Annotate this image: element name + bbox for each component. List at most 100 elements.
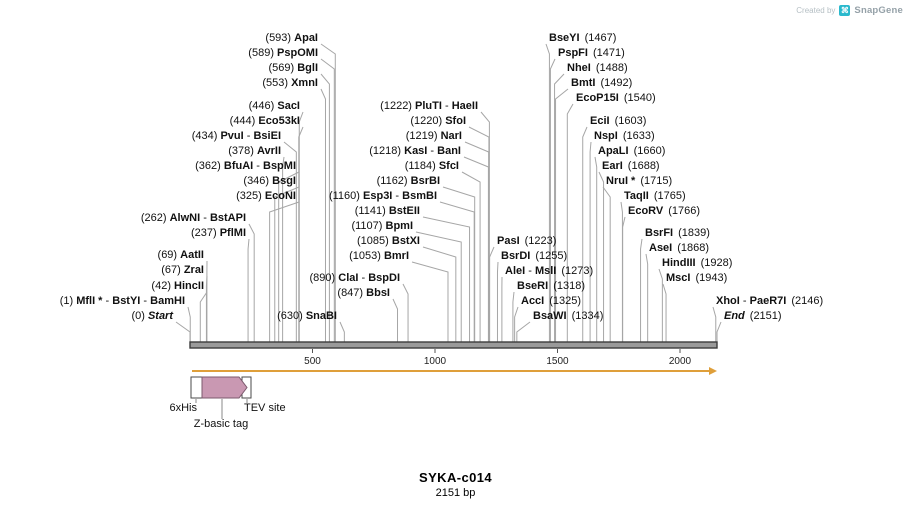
site-leader-line: [594, 156, 598, 343]
feature-label-tev-site[interactable]: TEV site: [244, 402, 286, 414]
construct-name: SYKA-c014: [419, 470, 492, 485]
site-label-zrai[interactable]: (67) ZraI: [161, 264, 204, 276]
site-label-aatii[interactable]: (69) AatII: [158, 249, 204, 261]
feature-z-basic-tag[interactable]: [201, 376, 248, 399]
site-label-bgli[interactable]: (569) BglI: [268, 62, 318, 74]
site-label-mfli-bstyi-bamhi[interactable]: (1) MflI * - BstYI - BamHI: [60, 295, 185, 307]
site-label-esp3i-bsmbi[interactable]: (1160) Esp3I - BsmBI: [329, 190, 437, 202]
site-label-acci[interactable]: AccI (1325): [521, 295, 581, 307]
site-leader-line: [320, 73, 330, 343]
site-label-sfci[interactable]: (1184) SfcI: [405, 160, 459, 172]
site-label-eco53ki[interactable]: (444) Eco53kI: [230, 115, 300, 127]
site-label-pflmi[interactable]: (237) PflMI: [191, 227, 246, 239]
site-leader-line: [468, 126, 490, 343]
site-label-bsrdi[interactable]: BsrDI (1255): [501, 250, 567, 262]
site-label-bpmi[interactable]: (1107) BpmI: [351, 220, 413, 232]
site-label-apai[interactable]: (593) ApaI: [265, 32, 318, 44]
site-label-bsrfi[interactable]: BsrFI (1839): [645, 227, 710, 239]
site-label-sfoi[interactable]: (1220) SfoI: [410, 115, 466, 127]
site-leader-line: [411, 261, 449, 343]
site-leader-line: [489, 246, 495, 343]
site-leader-line: [320, 88, 326, 343]
site-label-pvui-bsiei[interactable]: (434) PvuI - BsiEI: [192, 130, 281, 142]
site-label-saci[interactable]: (446) SacI: [249, 100, 300, 112]
site-label-bbsi[interactable]: (847) BbsI: [337, 287, 390, 299]
site-label-start[interactable]: (0) Start: [131, 310, 174, 322]
site-label-bsgi[interactable]: (346) BsgI: [243, 175, 296, 187]
site-label-nhei[interactable]: NheI (1488): [567, 62, 628, 74]
site-label-kasi-bani[interactable]: (1218) KasI - BanI: [369, 145, 461, 157]
feature-6xhis[interactable]: [190, 376, 203, 399]
site-label-alwni-bstapi[interactable]: (262) AlwNI - BstAPI: [141, 212, 246, 224]
site-leader-line: [205, 275, 208, 343]
site-leader-line: [175, 321, 191, 343]
site-leader-line: [589, 141, 592, 343]
site-label-nrui[interactable]: NruI * (1715): [606, 175, 672, 187]
site-label-nspi[interactable]: NspI (1633): [594, 130, 655, 142]
site-label-end[interactable]: End (2151): [724, 310, 782, 322]
site-label-hindiii[interactable]: HindIII (1928): [662, 257, 732, 269]
site-leader-line: [298, 126, 304, 343]
site-leader-line: [320, 58, 335, 343]
site-label-eari[interactable]: EarI (1688): [602, 160, 660, 172]
site-leader-line: [298, 111, 304, 343]
site-leader-line: [278, 171, 300, 343]
site-leader-line: [662, 283, 667, 343]
site-leader-line: [549, 58, 556, 343]
site-label-econi[interactable]: (325) EcoNI: [236, 190, 296, 202]
sequence-bar[interactable]: [189, 341, 718, 349]
site-leader-line: [339, 321, 345, 343]
site-label-snabi[interactable]: (630) SnaBI: [277, 310, 337, 322]
site-leader-line: [640, 238, 643, 343]
site-label-ecop15i[interactable]: EcoP15I (1540): [576, 92, 656, 104]
site-label-bmri[interactable]: (1053) BmrI: [349, 250, 409, 262]
site-leader-line: [199, 291, 208, 343]
site-leader-line: [247, 238, 250, 343]
construct-length: 2151 bp: [435, 487, 476, 499]
site-label-xmni[interactable]: (553) XmnI: [262, 77, 318, 89]
site-leader-line: [658, 268, 663, 343]
site-leader-line: [512, 291, 515, 343]
site-label-pspomi[interactable]: (589) PspOMI: [248, 47, 318, 59]
site-leader-line: [464, 141, 490, 343]
site-leader-line: [496, 261, 499, 343]
site-label-pspfi[interactable]: PspFI (1471): [558, 47, 625, 59]
site-label-bstxi[interactable]: (1085) BstXI: [357, 235, 420, 247]
site-leader-line: [516, 321, 531, 343]
site-label-asei[interactable]: AseI (1868): [649, 242, 709, 254]
title-block: SYKA-c014 2151 bp: [0, 470, 911, 499]
site-label-bsteii[interactable]: (1141) BstEII: [355, 205, 420, 217]
site-label-nari[interactable]: (1219) NarI: [406, 130, 462, 142]
site-leader-line: [415, 231, 462, 343]
site-label-ecorv[interactable]: EcoRV (1766): [628, 205, 700, 217]
site-label-clai-bspdi[interactable]: (890) ClaI - BspDI: [310, 272, 401, 284]
site-label-ecii[interactable]: EciI (1603): [590, 115, 646, 127]
site-label-avrii[interactable]: (378) AvrII: [228, 145, 281, 157]
site-label-msci[interactable]: MscI (1943): [666, 272, 727, 284]
site-label-bsawi[interactable]: BsaWI (1334): [533, 310, 603, 322]
site-label-apali[interactable]: ApaLI (1660): [598, 145, 665, 157]
site-label-hincii[interactable]: (42) HincII: [151, 280, 204, 292]
site-label-pluti-haeii[interactable]: (1222) PluTI - HaeII: [380, 100, 478, 112]
site-leader-line: [269, 201, 300, 343]
site-label-taqii[interactable]: TaqII (1765): [624, 190, 686, 202]
site-leader-line: [582, 126, 588, 343]
feature-label-6xhis[interactable]: 6xHis: [169, 402, 197, 414]
site-leader-line: [645, 253, 649, 343]
site-label-bseri[interactable]: BseRI (1318): [517, 280, 585, 292]
site-label-bseyi[interactable]: BseYI (1467): [549, 32, 616, 44]
site-leader-line: [248, 223, 255, 343]
site-leader-line: [514, 306, 519, 343]
site-label-xhoi-paer7i[interactable]: XhoI - PaeR7I (2146): [716, 295, 823, 307]
feature-label-z-basic-tag[interactable]: Z-basic tag: [194, 418, 248, 430]
site-label-alei-msli[interactable]: AleI - MslI (1273): [505, 265, 593, 277]
site-leader-line: [320, 43, 336, 343]
site-leader-line: [545, 43, 550, 343]
site-label-bsrbi[interactable]: (1162) BsrBI: [377, 175, 440, 187]
site-label-bmti[interactable]: BmtI (1492): [571, 77, 632, 89]
site-label-bfuai-bspmi[interactable]: (362) BfuAI - BspMI: [195, 160, 296, 172]
site-label-pasi[interactable]: PasI (1223): [497, 235, 556, 247]
ruler-tick-label: 1500: [546, 356, 569, 367]
